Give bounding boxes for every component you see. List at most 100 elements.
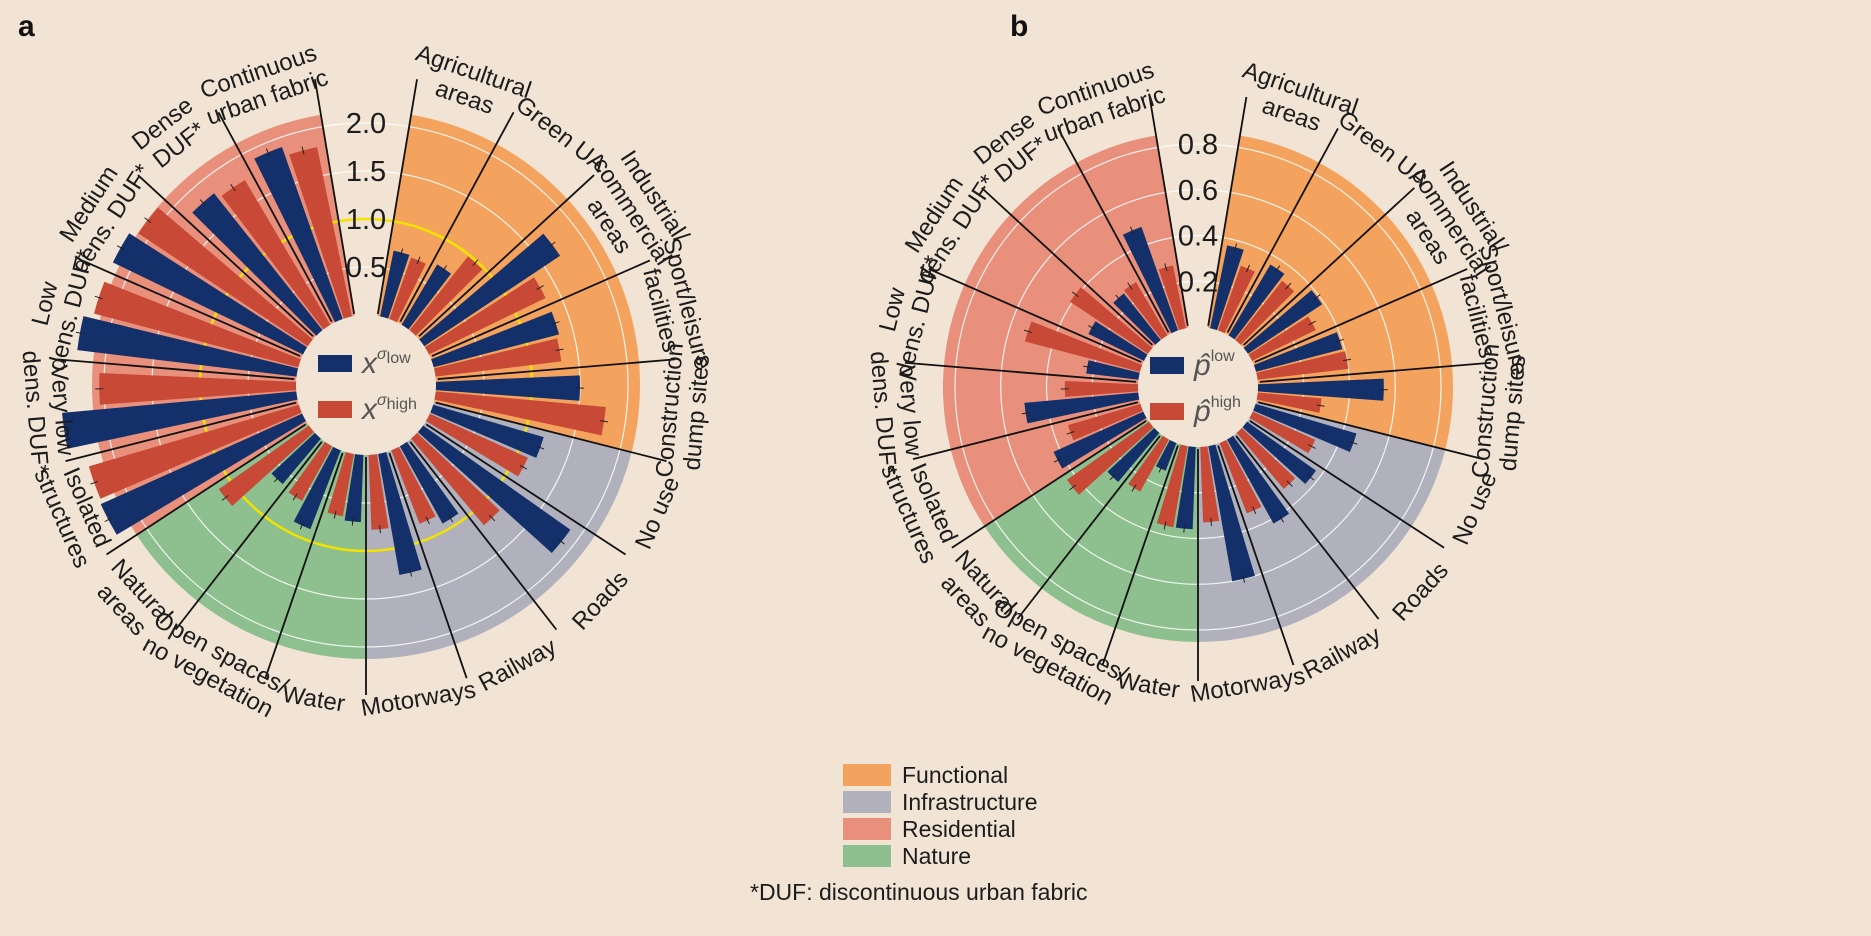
errorbar-high-continuous-urban-fabric	[301, 146, 305, 155]
errorbar-high-industrial-commercial-areas	[1308, 320, 1316, 326]
legend-swatch-nature	[843, 845, 891, 867]
errorbar-low-roads	[1307, 474, 1315, 481]
category-label-construction-dump-sites: Constructiondump sites	[651, 342, 716, 481]
category-label-agricultural-areas: Agriculturalareas	[404, 40, 535, 130]
tick-label-0-4: 0.4	[1178, 221, 1218, 253]
group-legend: Functional Infrastructure Residential Na…	[843, 762, 1038, 869]
separator-line-17	[217, 111, 333, 323]
bar-high-sport-leisure-facilities	[434, 338, 562, 377]
errorbar-high-no-use	[1308, 444, 1316, 449]
errorbar-high-continuous-urban-fabric	[1164, 263, 1168, 272]
category-label-construction-dump-sites: Constructiondump sites	[1467, 343, 1532, 482]
separator-line-3	[1254, 268, 1468, 363]
errorbar-low-low-dens-duf	[75, 331, 84, 335]
bar-low-open-spaces-no-vegetation	[1155, 440, 1177, 471]
inner-hole	[1138, 327, 1258, 447]
category-label-railway: Railway	[1299, 621, 1386, 685]
bar-low-water	[1175, 446, 1196, 530]
bar-high-medium-dens-duf	[138, 207, 313, 347]
separator-line-1	[399, 111, 515, 323]
category-label-very-low-dens-duf: Very lowdens. DUF*	[17, 347, 81, 475]
separator-line-10	[1101, 445, 1179, 666]
errorbar-high-isolated-structures	[1066, 431, 1075, 435]
separator-line-5	[435, 401, 667, 462]
bar-high-agricultural-areas	[389, 257, 426, 323]
panel-label-a: a	[18, 10, 35, 43]
errorbar-low-railway	[448, 515, 454, 523]
bar-low-green-ua	[1228, 264, 1285, 340]
inner-legend-swatch-low	[1150, 357, 1184, 374]
errorbar-high-dense-duf	[1127, 282, 1133, 290]
bar-low-green-ua	[401, 264, 452, 330]
bar-high-isolated-structures	[1068, 403, 1143, 441]
errorbar-high-open-spaces-no-vegetation	[292, 493, 298, 501]
bar-high-industrial-commercial-areas	[424, 277, 546, 355]
bar-low-medium-dens-duf	[112, 233, 308, 355]
separator-line-8	[388, 452, 468, 679]
errorbar-low-open-spaces-no-vegetation	[1158, 464, 1163, 473]
errorbar-low-water	[1183, 524, 1186, 533]
tick-label-1-0: 1.0	[346, 204, 386, 236]
errorbar-low-roads	[557, 538, 565, 545]
bar-low-roads	[417, 425, 571, 554]
errorbar-high-sport-leisure-facilities	[555, 348, 564, 352]
bar-high-construction-dump-sites	[1256, 392, 1322, 413]
bar-low-natural-areas	[1107, 428, 1160, 482]
bar-low-isolated-structures	[1053, 411, 1147, 469]
bar-low-agricultural-areas	[1210, 245, 1244, 331]
separator-line-14	[904, 361, 1137, 383]
bar-low-sport-leisure-facilities	[1253, 332, 1343, 372]
errorbar-high-agricultural-areas	[1245, 264, 1250, 273]
separator-line-4	[437, 358, 676, 380]
category-label-line: Motorways	[1188, 663, 1307, 709]
separator-line-6	[1249, 420, 1445, 549]
inner-legend-swatch-high	[1150, 403, 1184, 420]
errorbar-low-dense-duf	[199, 199, 206, 206]
bar-low-very-low-dens-duf	[62, 391, 298, 449]
separator-line-17	[1057, 128, 1170, 333]
separator-line-6	[425, 423, 627, 556]
separator-line-2	[1243, 187, 1415, 346]
inner-legend-sup-sub: high	[387, 396, 417, 413]
errorbar-high-construction-dump-sites	[1316, 404, 1325, 407]
bar-low-water	[344, 454, 364, 523]
errorbar-low-low-dens-duf	[1083, 365, 1092, 369]
errorbar-high-construction-dump-sites	[600, 420, 609, 423]
bar-low-railway	[1227, 435, 1290, 524]
errorbar-high-roads	[488, 514, 496, 522]
bg-wedge-dense-duf	[1010, 162, 1170, 347]
tick-label-0-2: 0.2	[1178, 266, 1218, 298]
bar-low-agricultural-areas	[380, 250, 410, 319]
bar-high-natural-areas	[1066, 421, 1154, 495]
category-label-roads: Roads	[567, 566, 634, 635]
bar-low-isolated-structures	[100, 413, 307, 535]
errorbar-low-motorways	[1242, 574, 1246, 583]
errorbar-high-industrial-commercial-areas	[536, 285, 544, 290]
separator-line-7	[409, 441, 558, 631]
errorbar-low-no-use	[536, 445, 545, 450]
bg-wedge-roads	[1234, 419, 1412, 589]
separator-line-5	[1257, 401, 1484, 461]
errorbar-low-green-ua	[441, 265, 447, 273]
separator-line-14	[56, 358, 295, 380]
inner-legend-symbol: p̂	[1193, 349, 1211, 382]
errorbar-high-medium-dens-duf	[144, 217, 152, 223]
errorbar-high-no-use	[519, 464, 528, 470]
bar-high-railway	[391, 446, 436, 524]
inner-legend-label-low: xσlow	[360, 346, 411, 380]
errorbar-high-natural-areas	[1069, 484, 1077, 491]
separator-line-8	[1217, 445, 1295, 666]
bar-high-agricultural-areas	[1217, 265, 1255, 334]
errorbar-low-industrial-commercial-areas	[1313, 294, 1321, 300]
bar-high-open-spaces-no-vegetation	[288, 441, 333, 501]
category-label-no-use: No use	[1447, 468, 1502, 548]
inner-legend-swatch-low	[318, 355, 352, 372]
errorbar-high-low-dens-duf	[1023, 329, 1032, 334]
category-label-water: Water	[280, 681, 347, 718]
errorbar-high-water	[1163, 521, 1167, 530]
errorbar-low-natural-areas	[273, 475, 281, 483]
separator-line-16	[137, 174, 314, 337]
tick-label-0-8: 0.8	[1178, 129, 1218, 161]
errorbar-low-very-low-dens-duf	[1021, 412, 1030, 415]
